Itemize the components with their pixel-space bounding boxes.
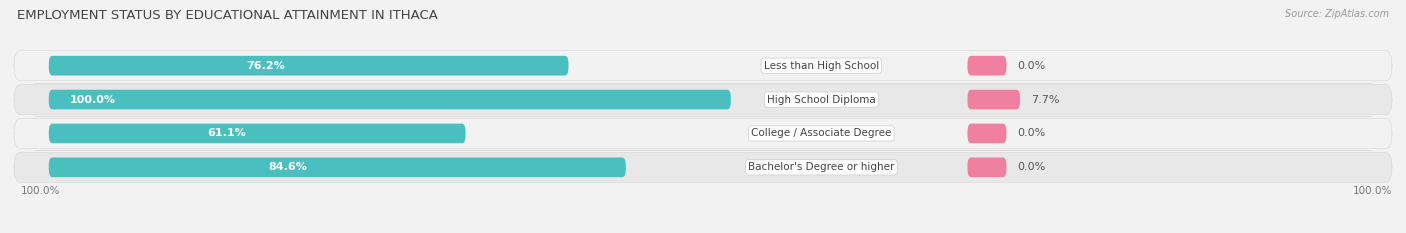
- FancyBboxPatch shape: [14, 152, 1392, 182]
- Text: 0.0%: 0.0%: [1018, 162, 1046, 172]
- FancyBboxPatch shape: [49, 158, 626, 177]
- Text: 76.2%: 76.2%: [246, 61, 285, 71]
- Text: 100.0%: 100.0%: [21, 186, 60, 196]
- Text: High School Diploma: High School Diploma: [766, 95, 876, 105]
- Text: College / Associate Degree: College / Associate Degree: [751, 128, 891, 138]
- FancyBboxPatch shape: [49, 56, 568, 75]
- Text: 100.0%: 100.0%: [1353, 186, 1392, 196]
- Text: Less than High School: Less than High School: [763, 61, 879, 71]
- FancyBboxPatch shape: [14, 85, 1392, 114]
- Text: 84.6%: 84.6%: [269, 162, 307, 172]
- Text: 100.0%: 100.0%: [70, 95, 115, 105]
- FancyBboxPatch shape: [967, 124, 1007, 143]
- Text: Source: ZipAtlas.com: Source: ZipAtlas.com: [1285, 9, 1389, 19]
- Text: Bachelor's Degree or higher: Bachelor's Degree or higher: [748, 162, 894, 172]
- FancyBboxPatch shape: [967, 158, 1007, 177]
- FancyBboxPatch shape: [49, 90, 731, 109]
- Text: 61.1%: 61.1%: [207, 128, 246, 138]
- Text: 7.7%: 7.7%: [1031, 95, 1060, 105]
- Text: 0.0%: 0.0%: [1018, 128, 1046, 138]
- Text: EMPLOYMENT STATUS BY EDUCATIONAL ATTAINMENT IN ITHACA: EMPLOYMENT STATUS BY EDUCATIONAL ATTAINM…: [17, 9, 437, 22]
- FancyBboxPatch shape: [967, 56, 1007, 75]
- FancyBboxPatch shape: [14, 51, 1392, 81]
- FancyBboxPatch shape: [967, 90, 1019, 109]
- FancyBboxPatch shape: [49, 124, 465, 143]
- Text: 0.0%: 0.0%: [1018, 61, 1046, 71]
- FancyBboxPatch shape: [14, 119, 1392, 148]
